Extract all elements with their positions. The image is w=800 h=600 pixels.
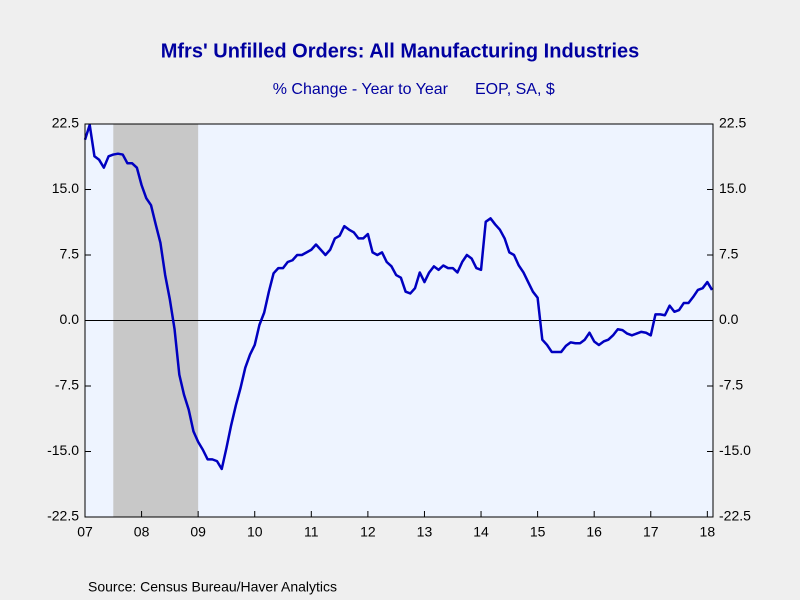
y-tick-label: -22.5 <box>47 508 79 524</box>
y2-tick-label: -7.5 <box>719 377 743 393</box>
units-note: EOP, SA, $ <box>475 81 555 98</box>
chart-subtitle: % Change - Year to Year <box>273 81 449 98</box>
y2-tick-label: 15.0 <box>719 180 746 196</box>
source-note: Source: Census Bureau/Haver Analytics <box>88 579 337 595</box>
x-tick-label: 12 <box>360 524 376 540</box>
x-tick-label: 14 <box>473 524 489 540</box>
data-line <box>83 123 714 471</box>
chart-title: Mfrs' Unfilled Orders: All Manufacturing… <box>161 40 640 62</box>
x-tick-label: 16 <box>586 524 602 540</box>
x-tick-label: 18 <box>700 524 716 540</box>
x-tick-label: 17 <box>643 524 659 540</box>
x-tick-label: 11 <box>304 524 319 540</box>
y-tick-label: 15.0 <box>52 180 79 196</box>
x-tick-label: 15 <box>530 524 546 540</box>
y-tick-label: 7.5 <box>60 246 80 262</box>
x-tick-label: 07 <box>77 524 93 540</box>
x-tick-label: 09 <box>190 524 206 540</box>
y-tick-label: -7.5 <box>55 377 79 393</box>
plot-border <box>84 123 714 518</box>
x-tick-label: 08 <box>134 524 150 540</box>
plot-area: 22.5 22.5 15.0 15.0 7.5 7.5 0.0 0.0 -7.5 -7.5 -15.… <box>47 115 751 540</box>
y2-tick-label: 7.5 <box>719 246 739 262</box>
y-tick-label: 22.5 <box>52 115 79 131</box>
y2-tick-label: 0.0 <box>719 311 739 327</box>
y2-tick-label: -15.0 <box>719 442 751 458</box>
y2-tick-label: -22.5 <box>719 508 751 524</box>
y2-tick-label: 22.5 <box>719 115 746 131</box>
y-tick-label: 0.0 <box>60 311 80 327</box>
x-tick-label: 13 <box>417 524 433 540</box>
y-tick-label: -15.0 <box>47 442 79 458</box>
x-tick-label: 10 <box>247 524 263 540</box>
